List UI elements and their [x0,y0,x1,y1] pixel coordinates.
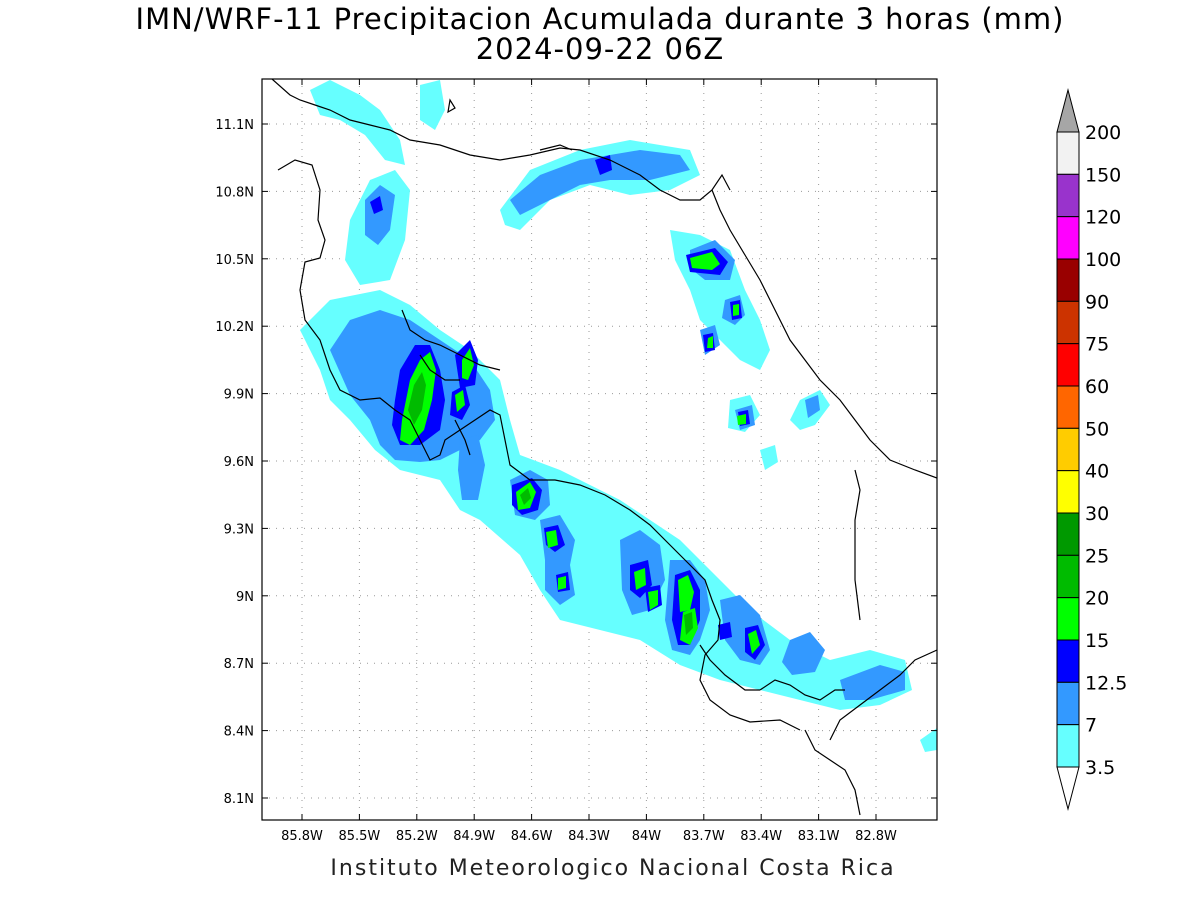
colorbar-bottom-arrow [1056,766,1080,811]
lat-tick-label: 10.5N [215,253,254,268]
colorbar: 200 150 120 100 90 75 60 50 40 30 25 20 15 12.5 7 3.5 [1056,88,1127,811]
colorbar-label: 200 [1085,122,1121,144]
colorbar-label: 150 [1085,164,1121,186]
colorbar-swatch [1056,554,1080,599]
lat-tick-label: 9.6N [224,455,254,470]
colorbar-swatch [1056,258,1080,302]
lon-tick-label: 83.4W [740,829,782,844]
colorbar-label: 12.5 [1085,672,1127,694]
precip-darkgreen-layer [408,372,693,635]
colorbar-label: 40 [1085,461,1109,483]
colorbar-swatch [1056,343,1080,387]
lat-tick-label: 9.3N [224,522,254,537]
colorbar-label: 20 [1085,588,1109,610]
x-axis-ticks: 85.8W 85.5W 85.2W 84.9W 84.6W 84.3W 84W 83.7W 83… [281,79,897,844]
lon-tick-label: 84.3W [568,829,610,844]
colorbar-swatch [1056,173,1080,218]
colorbar-swatch [1056,639,1080,683]
colorbar-swatch [1056,385,1080,429]
colorbar-swatch [1056,216,1080,260]
lon-tick-label: 84W [632,829,662,844]
colorbar-swatch [1056,427,1080,472]
colorbar-label: 120 [1085,207,1121,229]
colorbar-swatch [1056,681,1080,726]
colorbar-swatch [1056,470,1080,514]
lon-tick-label: 85.8W [281,829,323,844]
lon-tick-label: 83.7W [683,829,725,844]
lat-tick-label: 10.2N [215,320,254,335]
colorbar-label: 90 [1085,291,1109,313]
lon-tick-label: 84.9W [453,829,495,844]
colorbar-label: 75 [1085,334,1109,356]
colorbar-label: 7 [1085,715,1097,737]
plot-frame [261,78,938,821]
lat-tick-label: 8.7N [224,657,254,672]
colorbar-swatch [1056,724,1080,768]
map-title: IMN/WRF-11 Precipitacion Acumulada duran… [135,2,1065,36]
colorbar-swatch [1056,131,1080,175]
colorbar-label: 100 [1085,249,1121,271]
lon-tick-label: 83.1W [798,829,840,844]
lon-tick-label: 85.5W [338,829,380,844]
colorbar-label: 50 [1085,418,1109,440]
colorbar-label: 3.5 [1085,757,1115,779]
lat-tick-label: 9.9N [224,388,254,403]
y-axis-ticks: 11.1N 10.8N 10.5N 10.2N 9.9N 9.6N 9.3N 9N 8.7N 8.… [215,118,937,807]
lat-tick-label: 8.4N [224,725,254,740]
colorbar-top-arrow [1056,88,1080,133]
lon-tick-label: 84.6W [511,829,553,844]
lat-tick-label: 9N [236,590,254,605]
lat-tick-label: 10.8N [215,185,254,200]
colorbar-label: 60 [1085,376,1109,398]
lat-tick-label: 8.1N [224,792,254,807]
colorbar-label: 15 [1085,630,1109,652]
lon-tick-label: 82.8W [855,829,897,844]
colorbar-swatch [1056,597,1080,641]
precip-field [300,80,937,752]
colorbar-label: 30 [1085,503,1109,525]
colorbar-label: 25 [1085,545,1109,567]
lon-tick-label: 85.2W [396,829,438,844]
map-footer: Instituto Meteorologico Nacional Costa R… [330,856,896,881]
coastline-borders [271,79,937,816]
lat-tick-label: 11.1N [215,118,254,133]
colorbar-swatch [1056,512,1080,556]
map-subtitle: 2024-09-22 06Z [475,32,725,66]
colorbar-swatch [1056,300,1080,345]
